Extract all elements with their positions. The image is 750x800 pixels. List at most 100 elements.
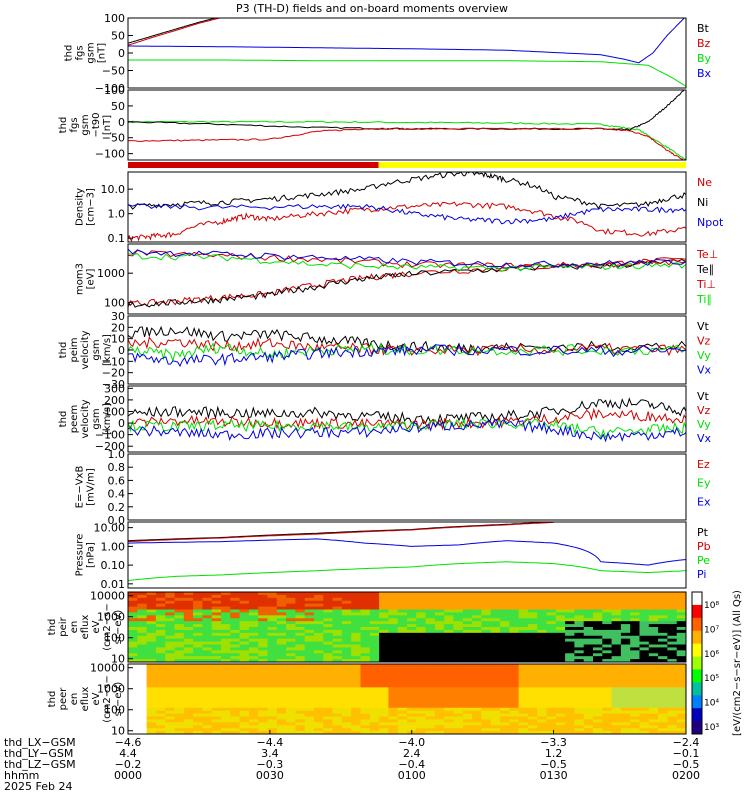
heatmap-cell xyxy=(183,609,194,613)
heatmap-cell xyxy=(407,594,417,599)
heatmap-cell xyxy=(453,664,464,668)
heatmap-cell xyxy=(434,710,445,715)
heatmap-cell xyxy=(174,609,185,613)
heatmap-cell xyxy=(658,594,668,599)
heatmap-cell xyxy=(230,666,241,671)
y-tick-label: −50 xyxy=(102,65,125,78)
y-axis-label-line: (cm2−s− xyxy=(102,675,113,722)
heatmap-cell xyxy=(639,707,650,712)
heatmap-cell xyxy=(323,609,334,613)
heatmap-cell xyxy=(295,719,306,723)
heatmap-cell xyxy=(128,603,138,608)
heatmap-cell xyxy=(611,609,622,613)
heatmap-cell xyxy=(518,656,529,660)
heatmap-cell xyxy=(527,687,538,691)
heatmap-cell xyxy=(351,659,361,662)
heatmap-cell xyxy=(537,672,547,677)
heatmap-cell xyxy=(267,669,278,674)
heatmap-cell xyxy=(174,592,185,596)
heatmap-cell xyxy=(239,600,250,605)
heatmap-cell xyxy=(239,656,250,660)
heatmap-cell xyxy=(397,690,408,694)
heatmap-cell xyxy=(602,681,613,685)
y-tick-label: 200 xyxy=(104,394,125,407)
y-tick-label: −20 xyxy=(102,367,125,380)
heatmap-cell xyxy=(379,704,389,709)
heatmap-cell xyxy=(174,594,185,599)
heatmap-cell xyxy=(434,716,445,720)
heatmap-cell xyxy=(500,638,510,643)
heatmap-cell xyxy=(527,647,538,651)
heatmap-cell xyxy=(146,701,157,706)
heatmap-cell xyxy=(667,624,678,628)
heatmap-cell xyxy=(425,710,436,715)
heatmap-cell xyxy=(239,635,250,640)
colorbar-segment xyxy=(692,656,702,670)
heatmap-cell xyxy=(388,592,399,596)
x-row-label: 2025 Feb 24 xyxy=(4,780,72,793)
heatmap-cell xyxy=(630,681,640,685)
heatmap-cell xyxy=(183,704,194,709)
heatmap-cell xyxy=(295,699,306,703)
heatmap-cell xyxy=(137,624,148,628)
heatmap-cell xyxy=(304,707,315,712)
heatmap-cell xyxy=(658,606,668,610)
heatmap-cell xyxy=(369,627,380,631)
panel-frame xyxy=(127,663,687,735)
heatmap-cell xyxy=(137,719,148,723)
heatmap-cell xyxy=(248,624,259,628)
heatmap-cell xyxy=(676,699,686,703)
heatmap-cell xyxy=(602,632,613,637)
colorbar-tick-label: 10³ xyxy=(704,723,719,733)
heatmap-cell xyxy=(583,731,594,734)
heatmap-cell xyxy=(611,659,622,662)
heatmap-cell xyxy=(527,719,538,723)
heatmap-cell xyxy=(174,656,185,660)
heatmap-cell xyxy=(388,675,399,680)
heatmap-cell xyxy=(444,656,454,660)
heatmap-cell xyxy=(388,693,399,697)
heatmap-cell xyxy=(379,701,389,706)
heatmap-cell xyxy=(128,716,138,720)
heatmap-cell xyxy=(304,641,315,645)
heatmap-cell xyxy=(323,696,334,700)
heatmap-cell xyxy=(146,666,157,671)
heatmap-cell xyxy=(565,701,575,706)
heatmap-cell xyxy=(351,641,361,645)
heatmap-cell xyxy=(583,615,594,619)
y-axis-label-line: E=−VxB xyxy=(75,466,86,509)
heatmap-cell xyxy=(425,659,436,662)
heatmap-cell xyxy=(295,624,306,628)
heatmap-cell xyxy=(509,638,520,643)
heatmap-cell xyxy=(444,722,454,726)
heatmap-cell xyxy=(397,653,408,657)
heatmap-cell xyxy=(602,600,613,605)
heatmap-cell xyxy=(276,615,287,619)
heatmap-cell xyxy=(397,699,408,703)
heatmap-cell xyxy=(593,678,603,682)
heatmap-cell xyxy=(146,713,157,717)
heatmap-cell xyxy=(630,609,640,613)
heatmap-cell xyxy=(202,621,213,625)
y-tick-label: 1.00 xyxy=(101,540,126,553)
heatmap-cell xyxy=(630,632,640,637)
heatmap-cell xyxy=(202,716,213,720)
heatmap-cell xyxy=(202,693,213,697)
panel-frame xyxy=(127,89,687,161)
heatmap-cell xyxy=(425,666,436,671)
heatmap-cell xyxy=(509,681,520,685)
heatmap-cell xyxy=(593,650,603,654)
heatmap-cell xyxy=(128,638,138,643)
heatmap-cell xyxy=(397,684,408,688)
heatmap-cell xyxy=(574,656,585,660)
heatmap-cell xyxy=(630,693,640,697)
heatmap-cell xyxy=(434,704,445,709)
heatmap-cell xyxy=(667,609,678,613)
heatmap-cell xyxy=(500,722,510,726)
heatmap-cell xyxy=(239,672,250,677)
heatmap-cell xyxy=(146,725,157,729)
heatmap-cell xyxy=(183,707,194,712)
heatmap-cell xyxy=(481,629,492,634)
heatmap-cell xyxy=(332,710,343,715)
heatmap-cell xyxy=(276,693,287,697)
